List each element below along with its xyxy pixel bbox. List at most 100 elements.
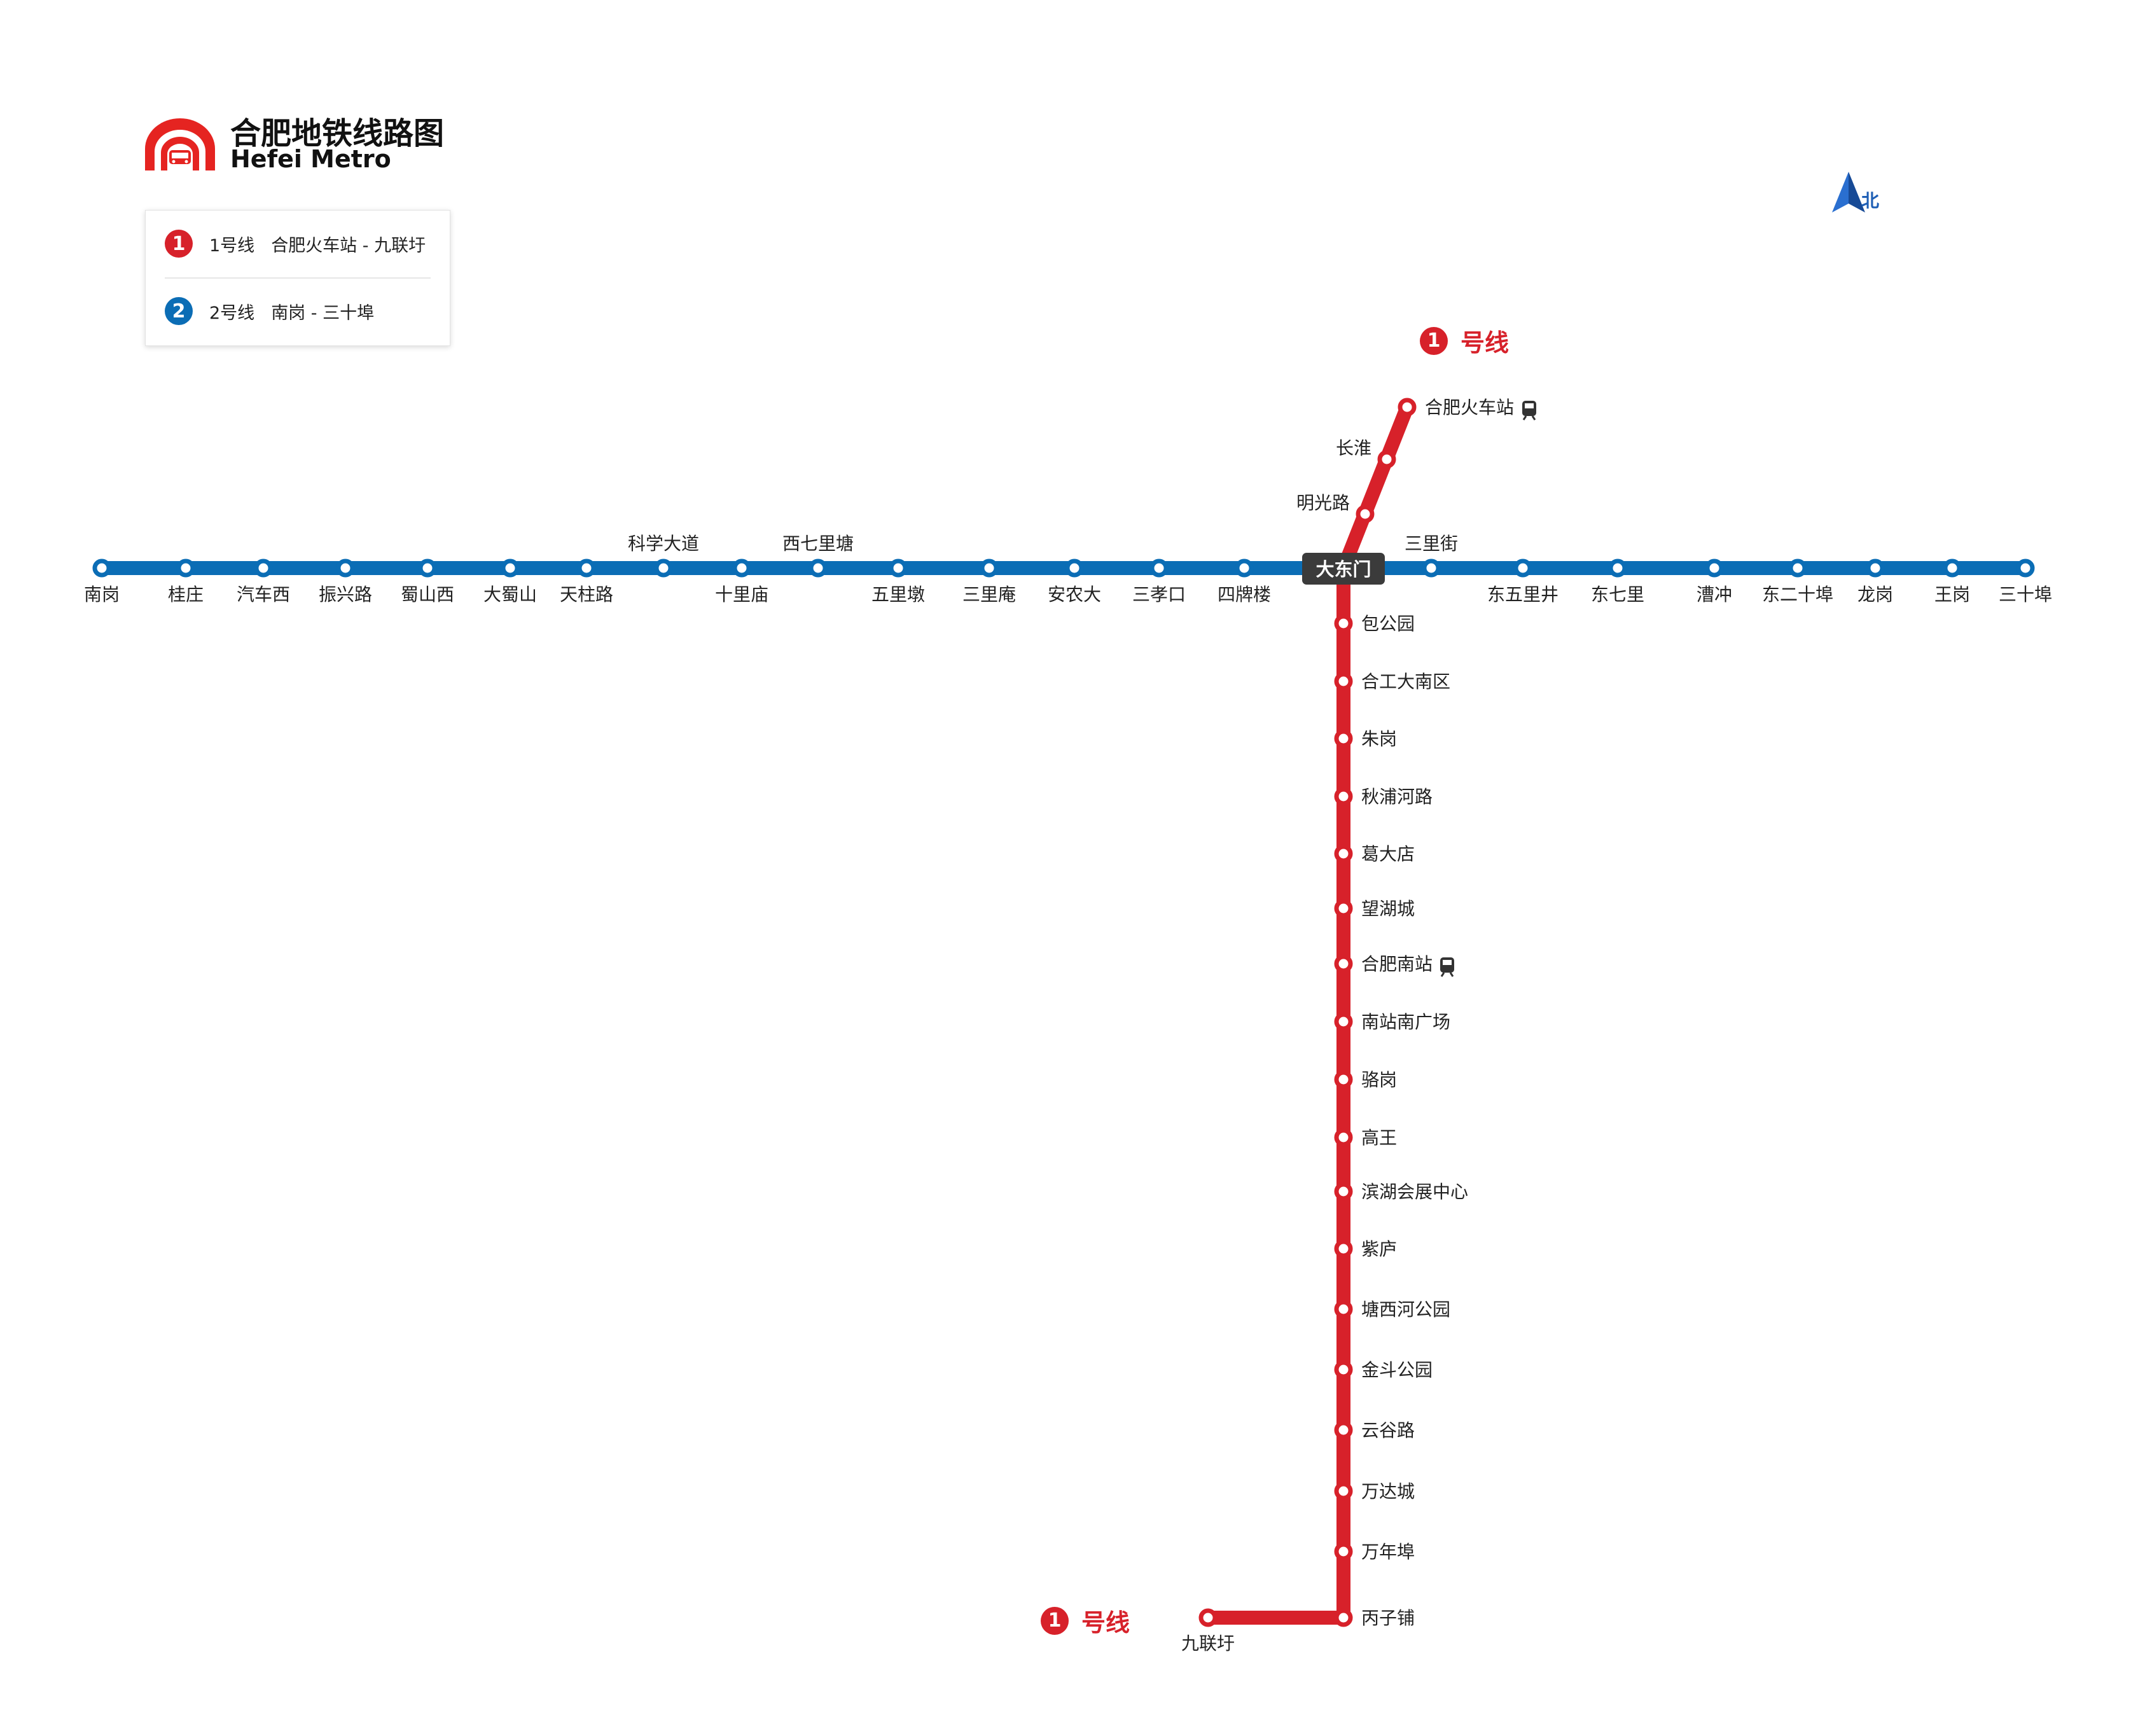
station-marker[interactable] <box>2016 559 2035 578</box>
station-marker[interactable] <box>577 559 596 578</box>
station-label: 天柱路 <box>560 584 613 605</box>
station[interactable]: 桂庄 <box>168 559 204 605</box>
station-marker[interactable] <box>1334 1239 1353 1258</box>
station-marker[interactable] <box>1334 614 1353 633</box>
station-marker[interactable] <box>254 559 273 578</box>
station[interactable]: 振兴路 <box>319 559 372 605</box>
legend-item-line-2[interactable]: 2 2号线 南岗 - 三十埠 <box>165 292 374 330</box>
station[interactable]: 安农大 <box>1048 559 1101 605</box>
station[interactable]: 万年埠 <box>1334 1541 1415 1562</box>
station-marker[interactable] <box>1334 954 1353 973</box>
station-marker[interactable] <box>1356 504 1375 524</box>
station-marker[interactable] <box>1334 1482 1353 1501</box>
station[interactable]: 明光路 <box>1296 492 1375 524</box>
station[interactable]: 三里庵 <box>962 559 1016 605</box>
station-marker[interactable] <box>1334 1608 1353 1627</box>
station-marker[interactable] <box>809 559 828 578</box>
station[interactable]: 万达城 <box>1334 1481 1415 1502</box>
station-marker[interactable] <box>1334 844 1353 863</box>
station[interactable]: 四牌楼 <box>1218 559 1271 605</box>
station[interactable]: 骆岗 <box>1334 1069 1397 1090</box>
station[interactable]: 南岗 <box>84 559 120 605</box>
station-marker[interactable] <box>1334 1542 1353 1561</box>
station[interactable]: 蜀山西 <box>401 559 454 605</box>
station[interactable]: 紫庐 <box>1334 1239 1397 1260</box>
station-marker[interactable] <box>1334 899 1353 918</box>
station-marker[interactable] <box>92 559 111 578</box>
station-marker[interactable] <box>980 559 999 578</box>
station-marker[interactable] <box>732 559 751 578</box>
station-marker[interactable] <box>1943 559 1962 578</box>
station[interactable]: 合工大南区 <box>1334 671 1450 692</box>
station-marker[interactable] <box>1334 1360 1353 1379</box>
station-marker[interactable] <box>1377 450 1396 469</box>
station[interactable]: 云谷路 <box>1334 1420 1415 1441</box>
station[interactable]: 三孝口 <box>1132 559 1186 605</box>
station[interactable]: 高王 <box>1334 1127 1397 1148</box>
station-marker[interactable] <box>501 559 520 578</box>
station-marker[interactable] <box>1513 559 1532 578</box>
legend-item-line-1[interactable]: 1 1号线 合肥火车站 - 九联圩 <box>165 225 426 263</box>
station[interactable]: 望湖城 <box>1334 898 1415 919</box>
station[interactable]: 东二十埠 <box>1762 559 1833 605</box>
station[interactable]: 南站南广场 <box>1334 1011 1450 1032</box>
station-marker[interactable] <box>1788 559 1807 578</box>
station[interactable]: 朱岗 <box>1334 728 1397 749</box>
station-label: 长淮 <box>1336 438 1371 459</box>
station-marker[interactable] <box>1705 559 1724 578</box>
station-marker[interactable] <box>889 559 908 578</box>
station-marker[interactable] <box>336 559 355 578</box>
station[interactable]: 九联圩 <box>1181 1608 1235 1654</box>
station-marker[interactable] <box>418 559 437 578</box>
station-marker[interactable] <box>1334 1012 1353 1031</box>
station[interactable]: 五里墩 <box>871 559 925 605</box>
station-marker[interactable] <box>1334 1128 1353 1147</box>
station-marker[interactable] <box>1608 559 1627 578</box>
station-marker[interactable] <box>1334 672 1353 691</box>
station[interactable]: 十里庙 <box>715 559 768 605</box>
station-marker[interactable] <box>654 559 673 578</box>
station-marker[interactable] <box>1334 1070 1353 1089</box>
station[interactable]: 科学大道 <box>628 533 699 578</box>
station-marker[interactable] <box>1398 398 1417 417</box>
station-marker[interactable] <box>1235 559 1254 578</box>
station[interactable]: 合肥火车站 <box>1398 397 1536 420</box>
station-marker[interactable] <box>1334 1420 1353 1440</box>
station[interactable]: 汽车西 <box>237 559 290 605</box>
station[interactable]: 塘西河公园 <box>1334 1299 1450 1320</box>
transfer-station-dadongmen[interactable]: 大东门 <box>1302 553 1385 585</box>
station-marker[interactable] <box>1334 787 1353 806</box>
station[interactable]: 三里街 <box>1405 533 1458 578</box>
station-marker[interactable] <box>1065 559 1084 578</box>
station[interactable]: 天柱路 <box>560 559 613 605</box>
station[interactable]: 东七里 <box>1591 559 1644 605</box>
north-label: 北 <box>1861 190 1880 211</box>
station-marker[interactable] <box>1334 1182 1353 1201</box>
station[interactable]: 包公园 <box>1334 613 1415 634</box>
station[interactable]: 金斗公园 <box>1334 1359 1433 1380</box>
station-marker[interactable] <box>1198 1608 1218 1627</box>
legend-route: 南岗 - 三十埠 <box>271 303 375 323</box>
station-marker[interactable] <box>1149 559 1169 578</box>
station-marker[interactable] <box>1334 729 1353 748</box>
station[interactable]: 滨湖会展中心 <box>1334 1181 1468 1202</box>
station-label: 龙岗 <box>1857 584 1893 605</box>
station[interactable]: 大蜀山 <box>483 559 537 605</box>
station[interactable]: 葛大店 <box>1334 844 1415 865</box>
station[interactable]: 西七里塘 <box>782 533 854 578</box>
station-marker[interactable] <box>176 559 195 578</box>
station[interactable]: 长淮 <box>1336 438 1396 469</box>
station[interactable]: 漕冲 <box>1697 559 1732 605</box>
station[interactable]: 丙子铺 <box>1334 1608 1415 1628</box>
station[interactable]: 合肥南站 <box>1334 954 1454 977</box>
station[interactable]: 王岗 <box>1934 559 1970 605</box>
station[interactable]: 三十埠 <box>1999 559 2052 605</box>
station-marker[interactable] <box>1422 559 1441 578</box>
station-label: 西七里塘 <box>782 533 854 554</box>
station-marker[interactable] <box>1866 559 1885 578</box>
station[interactable]: 东五里井 <box>1487 559 1558 605</box>
station[interactable]: 秋浦河路 <box>1334 786 1433 807</box>
station[interactable]: 龙岗 <box>1857 559 1893 605</box>
page-subtitle: Hefei Metro <box>230 145 391 173</box>
station-marker[interactable] <box>1334 1300 1353 1319</box>
